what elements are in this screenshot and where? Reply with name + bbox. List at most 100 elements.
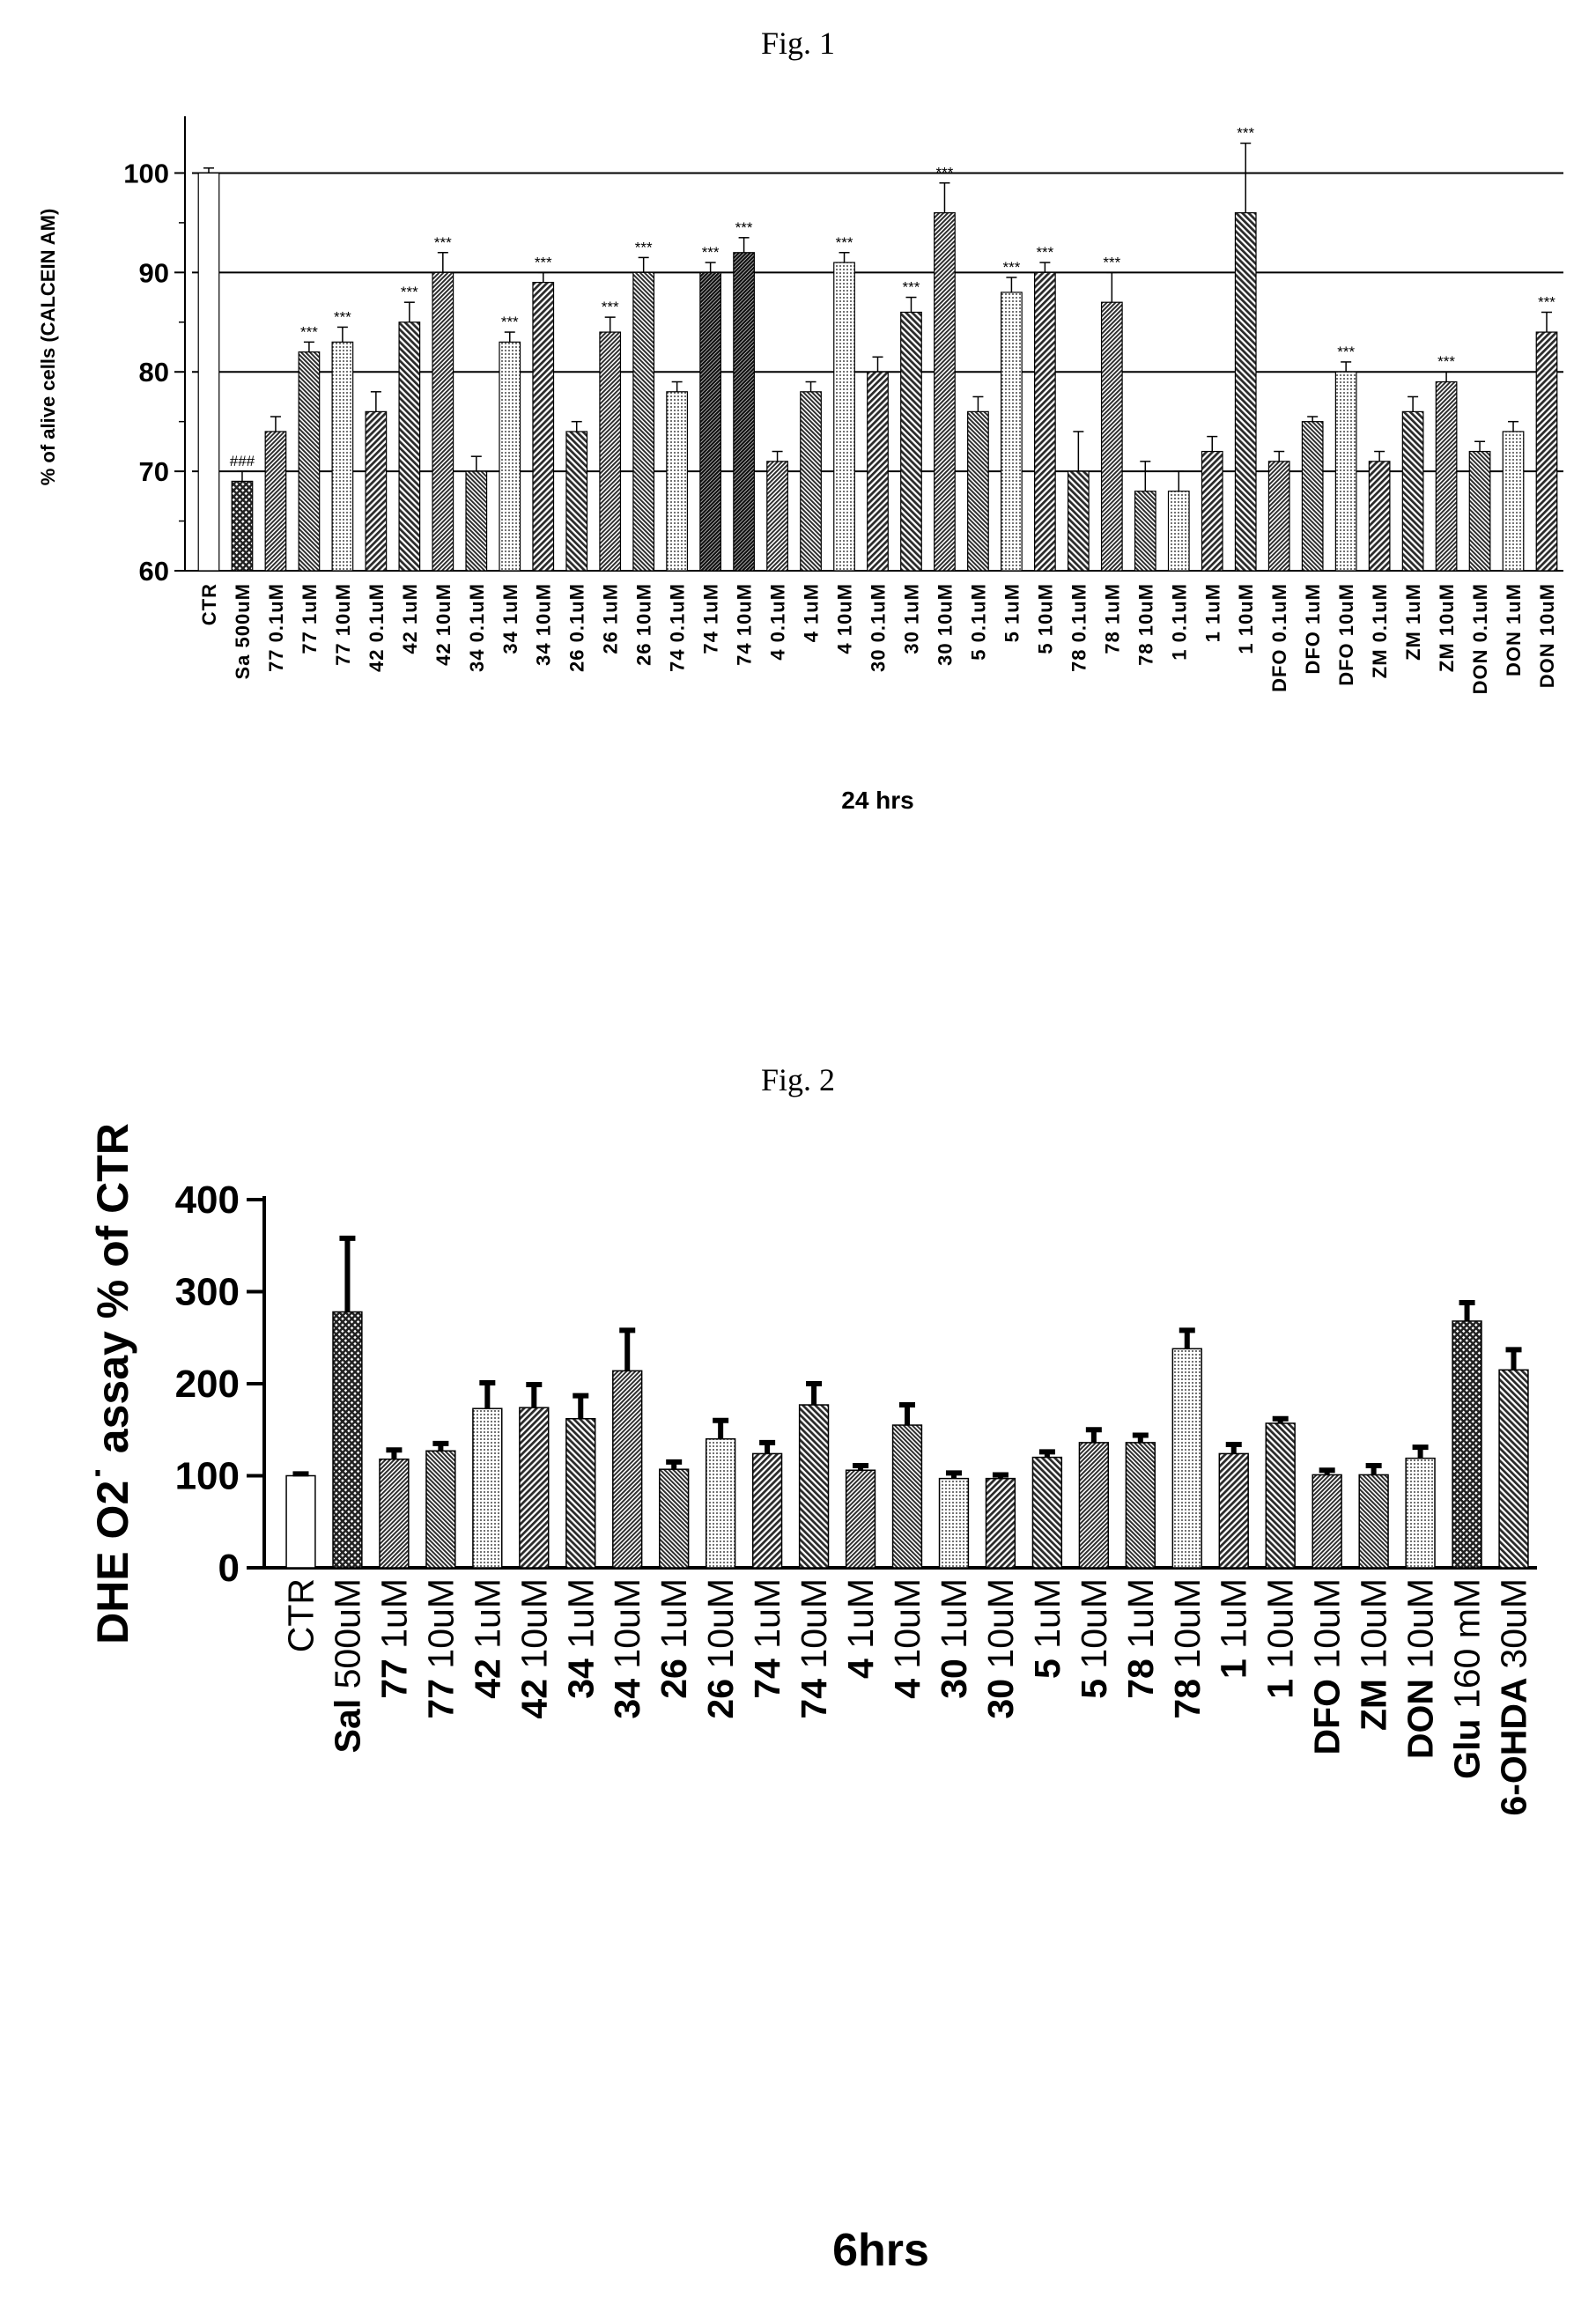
significance-label: *** [501, 314, 519, 330]
y-tick-label: 0 [218, 1547, 240, 1590]
x-category-label: 34 10uM [607, 1578, 647, 1719]
significance-label: *** [535, 254, 552, 270]
x-category-label: ZM 10uM [1354, 1578, 1394, 1731]
figure-1-caption: Fig. 1 [760, 26, 836, 61]
x-category-label: 26 0.1uM [566, 583, 588, 672]
bar [1312, 1474, 1342, 1569]
bar [379, 1458, 410, 1569]
bar [332, 1311, 363, 1569]
x-category-label: 4 1uM [840, 1578, 881, 1679]
x-category-label: 30 10uM [934, 583, 956, 666]
bar [1218, 1452, 1249, 1569]
significance-label: *** [334, 308, 351, 325]
bar [1452, 1320, 1482, 1569]
x-category-label: 34 0.1uM [466, 583, 488, 672]
x-category-label: 77 0.1uM [265, 583, 287, 672]
y-axis-label: DHE O2˙ assay % of CTR [88, 1123, 137, 1644]
bar [659, 1468, 690, 1569]
x-category-label: 74 10uM [794, 1578, 834, 1719]
bar [751, 1452, 783, 1569]
y-tick-label: 60 [139, 556, 169, 587]
x-category-label: ZM 10uM [1436, 583, 1458, 672]
x-category-label: ZM 0.1uM [1369, 583, 1391, 678]
significance-label: *** [1036, 244, 1053, 261]
x-category-label: DON 10uM [1536, 583, 1558, 688]
y-tick-label: 90 [139, 257, 169, 288]
y-tick-label: 200 [175, 1363, 240, 1406]
figure-1-chart: 60 70 80 90 100 % of alive cells (CALCEIN AM)… [37, 116, 1563, 814]
x-category-label: 42 0.1uM [366, 583, 388, 672]
x-category-label: 78 10uM [1134, 583, 1156, 666]
bar [565, 1417, 596, 1569]
bar [519, 1407, 550, 1569]
x-category-label: 77 1uM [373, 1578, 414, 1699]
figure-2-caption: Fig. 2 [760, 1062, 836, 1097]
x-category-label: DON 0.1uM [1469, 583, 1491, 694]
y-tick-label: 70 [139, 456, 169, 487]
bar [285, 1474, 316, 1569]
x-category-label: 26 10uM [633, 583, 655, 666]
x-category-label: 1 10uM [1235, 583, 1257, 654]
x-category-label: 78 1uM [1120, 1578, 1161, 1699]
x-category-label: CTR [198, 583, 220, 625]
x-category-label: 1 1uM [1201, 583, 1223, 642]
x-category-label: 5 1uM [1027, 1578, 1068, 1679]
x-category-label: 42 10uM [514, 1578, 554, 1719]
bar [891, 1424, 923, 1569]
x-category-label: 74 10uM [734, 583, 756, 666]
x-category-label: DON 1uM [1503, 583, 1525, 676]
x-category-label: 77 10uM [420, 1578, 461, 1719]
significance-label: *** [1538, 293, 1555, 310]
bar [798, 1404, 830, 1569]
x-category-label: 5 1uM [1001, 583, 1023, 642]
x-category-label: 77 10uM [332, 583, 354, 666]
bar [1125, 1442, 1156, 1569]
x-category-label: 26 10uM [700, 1578, 741, 1719]
bar [1358, 1474, 1389, 1569]
y-tick-label: 400 [175, 1178, 240, 1222]
bar [1031, 1456, 1063, 1569]
significance-label: *** [401, 284, 418, 300]
significance-label: *** [836, 234, 853, 251]
y-tick-label: 100 [123, 158, 169, 188]
x-category-label: 34 10uM [533, 583, 555, 666]
significance-label: ### [230, 453, 255, 469]
x-category-label: 34 1uM [499, 583, 521, 654]
significance-label: *** [1437, 353, 1455, 370]
x-category-label: 30 1uM [900, 583, 922, 654]
bar [705, 1437, 736, 1569]
y-axis-label: % of alive cells (CALCEIN AM) [37, 209, 59, 486]
x-category-label: DON 10uM [1400, 1578, 1441, 1759]
x-category-label: 74 1uM [747, 1578, 787, 1699]
x-category-label: 1 0.1uM [1168, 583, 1190, 661]
x-category-label: 5 10uM [1074, 1578, 1114, 1699]
x-category-label: 34 1uM [560, 1578, 601, 1699]
bar [1405, 1457, 1436, 1569]
bar [612, 1370, 643, 1569]
x-category-label: DFO 10uM [1335, 583, 1357, 686]
x-category-label: 1 10uM [1260, 1578, 1301, 1699]
significance-label: *** [936, 165, 954, 181]
x-category-label: 78 10uM [1167, 1578, 1208, 1719]
x-category-label: 5 10uM [1034, 583, 1056, 654]
x-category-label: 77 1uM [299, 583, 321, 654]
significance-label: *** [702, 244, 720, 261]
x-category-label: 4 0.1uM [767, 583, 789, 661]
x-category-label: 4 10uM [887, 1578, 927, 1699]
significance-label: *** [1337, 344, 1355, 360]
x-category-label: DFO 10uM [1307, 1578, 1348, 1755]
x-category-label: 30 0.1uM [868, 583, 890, 672]
x-category-label: 30 10uM [980, 1578, 1021, 1719]
bar [1265, 1422, 1296, 1569]
x-category-label: DFO 0.1uM [1268, 583, 1290, 692]
significance-label: *** [1237, 125, 1254, 142]
bar [425, 1450, 456, 1569]
x-axis-label: 6hrs [832, 2225, 929, 2276]
x-category-label: 78 0.1uM [1068, 583, 1090, 672]
x-category-label: 42 1uM [399, 583, 421, 654]
x-category-label: 78 1uM [1101, 583, 1123, 654]
x-category-label: 42 10uM [432, 583, 454, 666]
x-category-label: 42 1uM [467, 1578, 507, 1699]
x-category-label: 4 10uM [834, 583, 856, 654]
bar [845, 1469, 876, 1569]
